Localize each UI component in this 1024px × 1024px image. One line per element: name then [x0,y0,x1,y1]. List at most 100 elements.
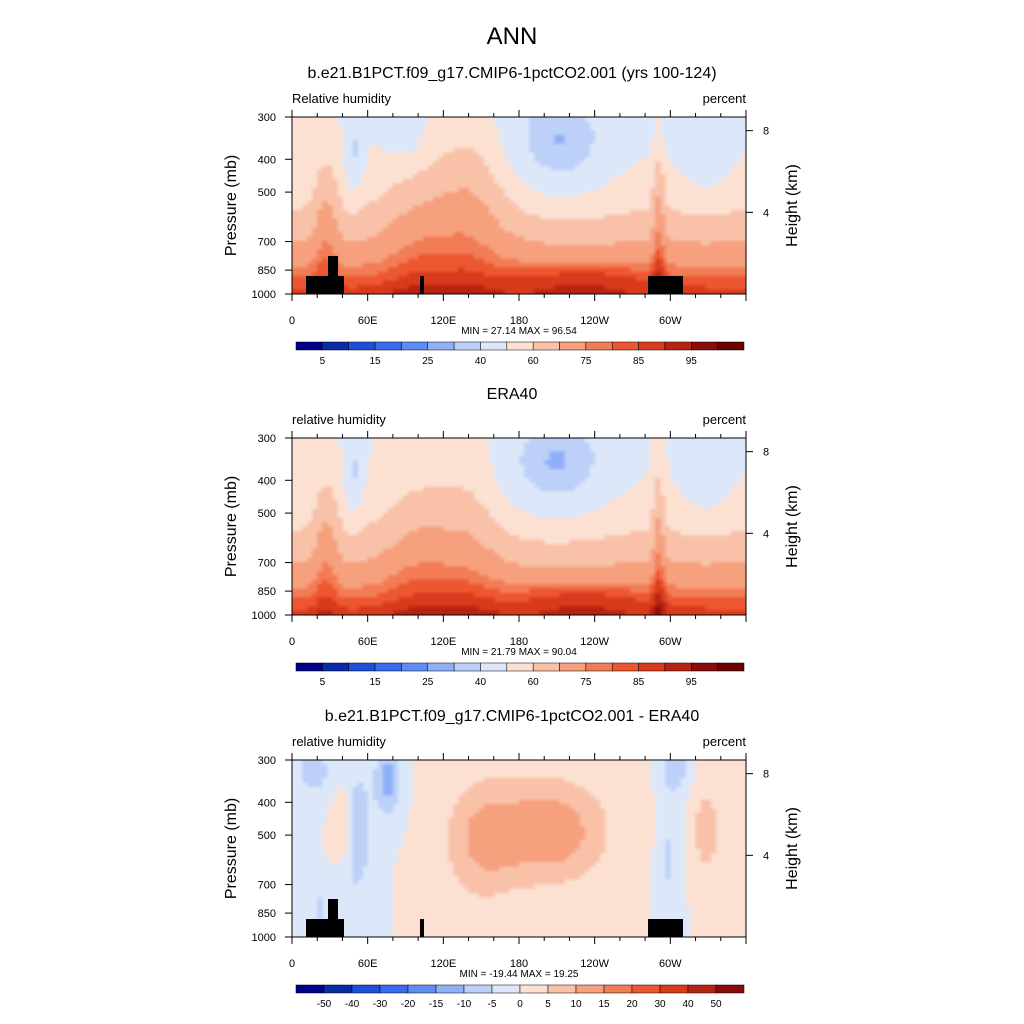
y-tick-label: 850 [258,265,276,277]
colorbar-swatch [519,984,549,994]
x-tick-label: 180 [510,958,528,970]
colorbar-swatch [322,341,349,351]
terrain-mask [648,919,683,937]
y2-axis-label: Height (km) [784,807,801,890]
colorbar-swatch [374,662,402,672]
colorbar-label: 5 [545,999,551,1010]
y-tick-label: 300 [258,755,276,767]
colorbar-swatch [379,984,409,994]
colorbar-label: 85 [633,677,645,688]
y2-tick-label: 4 [763,528,769,540]
colorbar-swatch [532,341,560,351]
x-tick-label: 60E [358,315,378,327]
colorbar-swatch [664,341,692,351]
x-tick-label: 60W [659,636,682,648]
colorbar-swatch [295,984,325,994]
y2-tick-label: 4 [763,207,769,219]
y2-tick-label: 4 [763,850,769,862]
y2-tick-label: 8 [763,769,769,781]
contour-field [292,117,746,294]
colorbar-swatch [715,984,745,994]
panel-title: b.e21.B1PCT.f09_g17.CMIP6-1pctCO2.001 (y… [307,65,716,82]
colorbar-swatch [435,984,465,994]
colorbar-label: 95 [686,356,698,367]
colorbar-swatch [453,341,481,351]
colorbar-swatch [575,984,605,994]
colorbar-swatch [559,662,587,672]
terrain-mask [420,919,424,937]
y2-axis-label: Height (km) [784,164,801,247]
colorbar-label: 95 [686,677,698,688]
units-label: percent [703,412,747,427]
colorbar-swatch [631,984,661,994]
colorbar-swatch [401,341,429,351]
colorbar-label: -50 [317,999,332,1010]
y-tick-label: 700 [258,237,276,249]
colorbar-swatch [295,662,323,672]
x-tick-label: 180 [510,636,528,648]
colorbar-label: 50 [710,999,722,1010]
y-axis-label: Pressure (mb) [223,798,240,899]
colorbar-label: 85 [633,356,645,367]
x-tick-label: 120W [580,636,609,648]
min-max-text: MIN = 21.79 MAX = 90.04 [461,647,577,658]
x-tick-label: 120W [580,958,609,970]
terrain-mask [306,919,344,937]
y2-axis-label: Height (km) [784,485,801,568]
colorbar-swatch [691,341,718,351]
colorbar-swatch [585,341,613,351]
x-tick-label: 120E [430,958,456,970]
colorbar-swatch [322,662,349,672]
colorbar-swatch [585,662,613,672]
units-label: percent [703,91,747,106]
colorbar-label: -5 [488,999,497,1010]
x-tick-label: 0 [289,958,295,970]
colorbar-label: 5 [320,677,326,688]
x-tick-label: 60W [659,315,682,327]
contour-field [292,760,746,937]
left-label: relative humidity [292,734,386,749]
colorbar-swatch [717,341,745,351]
panel-title: ERA40 [487,386,538,403]
colorbar-swatch [559,341,587,351]
colorbar-swatch [506,662,534,672]
colorbar-label: 10 [570,999,582,1010]
y-tick-label: 400 [258,154,276,166]
colorbar-swatch [351,984,381,994]
colorbar-label: 15 [598,999,610,1010]
min-max-text: MIN = 27.14 MAX = 96.54 [461,326,577,337]
colorbar-swatch [480,341,508,351]
left-label: relative humidity [292,412,386,427]
colorbar-label: 40 [475,677,487,688]
x-tick-label: 0 [289,636,295,648]
y-tick-label: 1000 [252,289,276,301]
colorbar-label: 0 [517,999,523,1010]
colorbar-label: 60 [528,356,540,367]
colorbar-swatch [427,341,455,351]
colorbar-swatch [638,662,666,672]
x-tick-label: 60E [358,636,378,648]
colorbar-swatch [691,662,718,672]
x-tick-label: 120E [430,315,456,327]
terrain-mask [648,276,683,294]
y2-tick-label: 8 [763,447,769,459]
left-label: Relative humidity [292,91,391,106]
colorbar-swatch [717,662,745,672]
x-tick-label: 120E [430,636,456,648]
y-axis-label: Pressure (mb) [223,476,240,577]
colorbar-label: -40 [345,999,360,1010]
y-axis-label: Pressure (mb) [223,155,240,256]
colorbar-swatch [323,984,353,994]
colorbar-label: -15 [429,999,444,1010]
colorbar-label: 5 [320,356,326,367]
colorbar-swatch [603,984,633,994]
y-tick-label: 300 [258,112,276,124]
colorbar-label: 75 [580,677,592,688]
x-tick-label: 120W [580,315,609,327]
colorbar-swatch [348,662,376,672]
colorbar-swatch [401,662,429,672]
min-max-text: MIN = -19.44 MAX = 19.25 [460,969,579,980]
colorbar-swatch [687,984,717,994]
x-tick-label: 0 [289,315,295,327]
